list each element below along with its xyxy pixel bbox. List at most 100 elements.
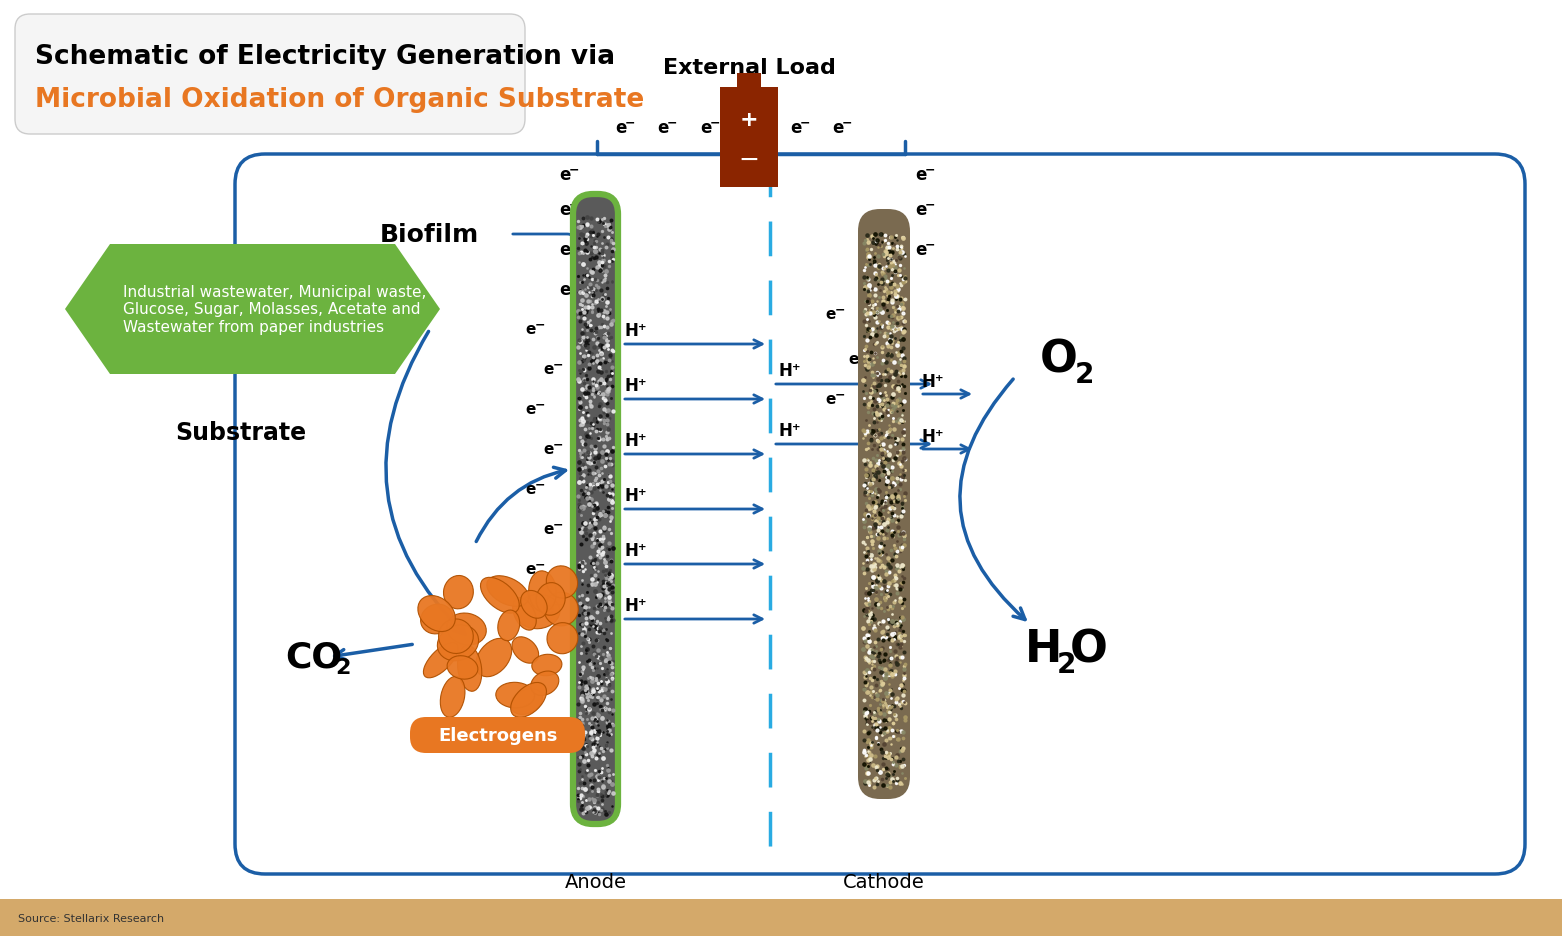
Text: +: +: [740, 110, 758, 130]
Text: −: −: [925, 198, 936, 212]
Ellipse shape: [512, 637, 539, 664]
Ellipse shape: [547, 566, 578, 598]
Ellipse shape: [544, 592, 578, 626]
Text: −: −: [569, 163, 580, 176]
Text: −: −: [858, 348, 868, 361]
Text: e: e: [544, 602, 553, 617]
Ellipse shape: [476, 638, 512, 677]
Text: e: e: [700, 119, 711, 137]
Text: O: O: [1070, 628, 1107, 671]
Text: H⁺: H⁺: [623, 541, 647, 560]
FancyBboxPatch shape: [16, 15, 525, 135]
Text: e: e: [848, 352, 859, 367]
Text: H: H: [1025, 628, 1062, 671]
FancyBboxPatch shape: [858, 210, 911, 799]
Ellipse shape: [511, 689, 542, 715]
Text: Electrogens: Electrogens: [439, 726, 558, 744]
Ellipse shape: [511, 682, 547, 718]
Bar: [720, 88, 778, 188]
Ellipse shape: [515, 594, 561, 629]
Text: e: e: [915, 241, 926, 258]
Ellipse shape: [439, 620, 473, 653]
Ellipse shape: [531, 671, 559, 695]
FancyBboxPatch shape: [409, 717, 586, 753]
Ellipse shape: [495, 682, 534, 709]
Text: e: e: [544, 362, 553, 377]
Text: e: e: [833, 119, 843, 137]
Text: −: −: [553, 438, 564, 451]
Text: e: e: [915, 166, 926, 183]
Text: e: e: [525, 402, 536, 417]
Text: −: −: [536, 398, 545, 411]
Text: −: −: [553, 518, 564, 531]
Ellipse shape: [444, 576, 473, 609]
Ellipse shape: [420, 605, 453, 635]
Text: Industrial wastewater, Municipal waste,
Glucose, Sugar, Molasses, Acetate and
Wa: Industrial wastewater, Municipal waste, …: [123, 285, 426, 334]
Text: e: e: [825, 307, 836, 322]
Text: H⁺: H⁺: [778, 361, 801, 380]
Text: −: −: [711, 116, 720, 129]
Text: H⁺: H⁺: [623, 322, 647, 340]
Text: e: e: [559, 281, 570, 299]
Ellipse shape: [440, 677, 465, 718]
Polygon shape: [66, 244, 440, 374]
Ellipse shape: [531, 654, 562, 676]
Text: e: e: [559, 166, 570, 183]
Text: e: e: [559, 241, 570, 258]
Text: e: e: [615, 119, 626, 137]
Text: e: e: [790, 119, 801, 137]
Ellipse shape: [536, 583, 565, 616]
Text: Schematic of Electricity Generation via: Schematic of Electricity Generation via: [34, 44, 615, 70]
Text: −: −: [836, 303, 845, 316]
Text: H⁺: H⁺: [623, 596, 647, 614]
Ellipse shape: [447, 656, 478, 680]
Text: −: −: [925, 163, 936, 176]
FancyBboxPatch shape: [573, 195, 619, 824]
Text: Cathode: Cathode: [843, 872, 925, 891]
Text: −: −: [739, 148, 759, 172]
Ellipse shape: [419, 596, 456, 632]
Text: H⁺: H⁺: [922, 428, 945, 446]
Text: 2: 2: [1075, 360, 1095, 388]
Text: e: e: [525, 322, 536, 337]
Ellipse shape: [520, 591, 547, 619]
Text: −: −: [536, 478, 545, 491]
Text: −: −: [553, 358, 564, 371]
Text: External Load: External Load: [662, 58, 836, 78]
Ellipse shape: [423, 643, 458, 678]
Text: e: e: [525, 562, 536, 577]
Text: −: −: [536, 558, 545, 571]
Text: e: e: [525, 482, 536, 497]
Text: e: e: [544, 522, 553, 537]
Text: e: e: [825, 392, 836, 407]
Text: 2: 2: [334, 657, 350, 678]
Text: Substrate: Substrate: [175, 420, 306, 445]
Text: Anode: Anode: [564, 872, 626, 891]
Text: −: −: [625, 116, 636, 129]
Text: H⁺: H⁺: [623, 431, 647, 449]
Text: −: −: [569, 239, 580, 251]
Text: e: e: [559, 201, 570, 219]
Bar: [0, 899, 1562, 936]
Ellipse shape: [437, 625, 478, 661]
Ellipse shape: [458, 646, 481, 692]
Ellipse shape: [512, 598, 536, 631]
Text: −: −: [836, 388, 845, 401]
Ellipse shape: [528, 571, 556, 612]
Text: −: −: [842, 116, 853, 129]
Text: H⁺: H⁺: [623, 376, 647, 395]
Ellipse shape: [447, 613, 486, 645]
Text: Source: Stellarix Research: Source: Stellarix Research: [19, 913, 164, 923]
Text: −: −: [553, 598, 564, 611]
Text: −: −: [667, 116, 678, 129]
Text: −: −: [536, 318, 545, 331]
Text: 2: 2: [1057, 651, 1076, 679]
Text: O: O: [1040, 338, 1078, 381]
FancyBboxPatch shape: [234, 154, 1525, 874]
Bar: [737, 74, 761, 88]
Text: Microbial Oxidation of Organic Substrate: Microbial Oxidation of Organic Substrate: [34, 87, 644, 113]
Text: e: e: [915, 201, 926, 219]
Text: −: −: [569, 198, 580, 212]
Text: H⁺: H⁺: [778, 421, 801, 440]
Text: H⁺: H⁺: [623, 487, 647, 505]
